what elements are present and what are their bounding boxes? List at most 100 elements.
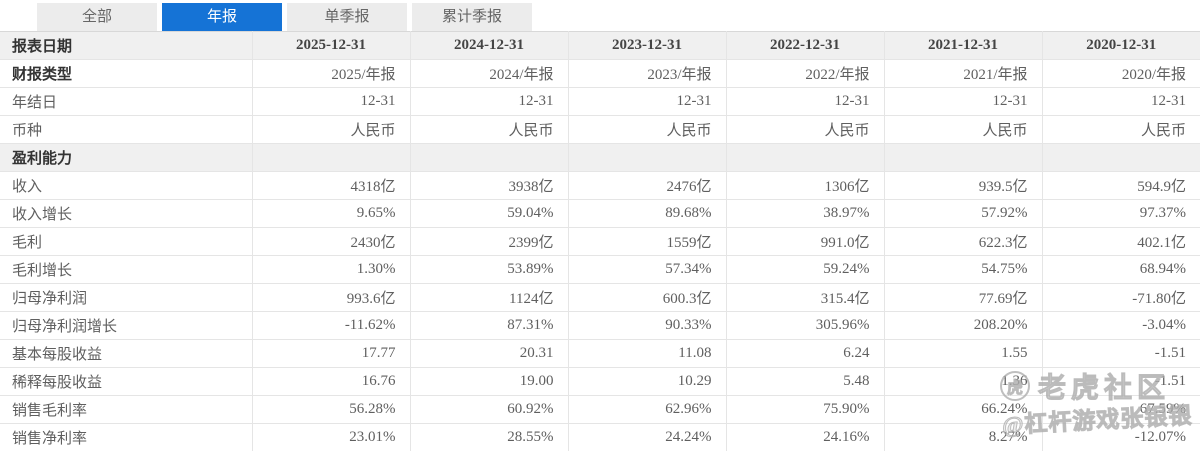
row-label: 收入 [0, 171, 252, 200]
cell-value: 89.68% [567, 199, 726, 228]
cell-value: 人民币 [1041, 115, 1200, 144]
tab-1[interactable]: 年报 [162, 3, 282, 31]
tab-3[interactable]: 累计季报 [412, 3, 532, 31]
cell-value: 28.55% [409, 423, 568, 451]
table-header-row: 报表日期 2025-12-31 2024-12-31 2023-12-31 2022-1… [0, 31, 1200, 60]
column-header: 2024-12-31 [409, 31, 568, 60]
cell-value: 12-31 [725, 87, 884, 116]
cell-value: 11.08 [567, 339, 726, 368]
cell-value [251, 143, 410, 172]
cell-value: 2025/年报 [251, 59, 410, 88]
cell-value: 53.89% [409, 255, 568, 284]
cell-value: -1.51 [1041, 367, 1200, 396]
cell-value: 24.16% [725, 423, 884, 451]
table-row: 年结日 12-31 12-31 12-31 12-31 12-31 12-31 [0, 87, 1200, 116]
cell-value: 208.20% [883, 311, 1042, 340]
row-label: 毛利 [0, 227, 252, 256]
cell-value [567, 143, 726, 172]
cell-value: 2476亿 [567, 171, 726, 200]
table-row: 销售毛利率 56.28% 60.92% 62.96% 75.90% 66.24% 67.59… [0, 395, 1200, 424]
cell-value: 4318亿 [251, 171, 410, 200]
cell-value: 1559亿 [567, 227, 726, 256]
cell-value: 12-31 [1041, 87, 1200, 116]
cell-value: 2024/年报 [409, 59, 568, 88]
cell-value: 2430亿 [251, 227, 410, 256]
cell-value: 19.00 [409, 367, 568, 396]
table-row: 毛利增长 1.30% 53.89% 57.34% 59.24% 54.75% 68.94% [0, 255, 1200, 284]
cell-value: 1306亿 [725, 171, 884, 200]
cell-value: 24.24% [567, 423, 726, 451]
cell-value: 305.96% [725, 311, 884, 340]
cell-value: 315.4亿 [725, 283, 884, 312]
cell-value: 2021/年报 [883, 59, 1042, 88]
column-header: 2021-12-31 [883, 31, 1042, 60]
cell-value: 人民币 [567, 115, 726, 144]
row-label: 报表日期 [0, 31, 252, 60]
cell-value: 23.01% [251, 423, 410, 451]
cell-value: 38.97% [725, 199, 884, 228]
cell-value: 75.90% [725, 395, 884, 424]
cell-value: 90.33% [567, 311, 726, 340]
cell-value: 10.29 [567, 367, 726, 396]
cell-value: 人民币 [251, 115, 410, 144]
cell-value: 59.24% [725, 255, 884, 284]
cell-value: 9.65% [251, 199, 410, 228]
cell-value: 622.3亿 [883, 227, 1042, 256]
cell-value [1041, 143, 1200, 172]
cell-value: 67.59% [1041, 395, 1200, 424]
row-label: 毛利增长 [0, 255, 252, 284]
tab-2[interactable]: 单季报 [287, 3, 407, 31]
table-row: 币种 人民币 人民币 人民币 人民币 人民币 人民币 [0, 115, 1200, 144]
cell-value: -12.07% [1041, 423, 1200, 451]
cell-value: 57.34% [567, 255, 726, 284]
row-label: 盈利能力 [0, 143, 252, 172]
cell-value: 993.6亿 [251, 283, 410, 312]
cell-value: 12-31 [883, 87, 1042, 116]
table-row: 毛利 2430亿 2399亿 1559亿 991.0亿 622.3亿 402.1亿 [0, 227, 1200, 256]
row-label: 收入增长 [0, 199, 252, 228]
report-period-tabbar: 全部 年报 单季报 累计季报 [0, 0, 1200, 31]
cell-value: 68.94% [1041, 255, 1200, 284]
cell-value: 77.69亿 [883, 283, 1042, 312]
column-header: 2025-12-31 [251, 31, 410, 60]
cell-value: 5.48 [725, 367, 884, 396]
row-label: 基本每股收益 [0, 339, 252, 368]
row-label: 归母净利润 [0, 283, 252, 312]
section-row: 盈利能力 [0, 143, 1200, 172]
cell-value: 66.24% [883, 395, 1042, 424]
financial-report-table: 报表日期 2025-12-31 2024-12-31 2023-12-31 2022-1… [0, 31, 1200, 451]
cell-value: 59.04% [409, 199, 568, 228]
cell-value: -71.80亿 [1041, 283, 1200, 312]
row-label: 归母净利润增长 [0, 311, 252, 340]
row-label: 年结日 [0, 87, 252, 116]
cell-value: 12-31 [567, 87, 726, 116]
cell-value [409, 143, 568, 172]
table-row: 稀释每股收益 16.76 19.00 10.29 5.48 1.36 -1.51 [0, 367, 1200, 396]
table-row: 收入增长 9.65% 59.04% 89.68% 38.97% 57.92% 97.37% [0, 199, 1200, 228]
cell-value: 2399亿 [409, 227, 568, 256]
cell-value: 2022/年报 [725, 59, 884, 88]
column-header: 2022-12-31 [725, 31, 884, 60]
column-header: 2020-12-31 [1041, 31, 1200, 60]
cell-value: 54.75% [883, 255, 1042, 284]
cell-value: 8.27% [883, 423, 1042, 451]
cell-value: 60.92% [409, 395, 568, 424]
cell-value: 57.92% [883, 199, 1042, 228]
table-row: 基本每股收益 17.77 20.31 11.08 6.24 1.55 -1.51 [0, 339, 1200, 368]
cell-value [725, 143, 884, 172]
cell-value: 402.1亿 [1041, 227, 1200, 256]
cell-value [883, 143, 1042, 172]
table-row: 销售净利率 23.01% 28.55% 24.24% 24.16% 8.27% -12.07… [0, 423, 1200, 451]
cell-value: 600.3亿 [567, 283, 726, 312]
cell-value: 2020/年报 [1041, 59, 1200, 88]
cell-value: 12-31 [409, 87, 568, 116]
cell-value: 16.76 [251, 367, 410, 396]
cell-value: -3.04% [1041, 311, 1200, 340]
row-label: 销售毛利率 [0, 395, 252, 424]
row-label: 销售净利率 [0, 423, 252, 451]
table-row: 归母净利润增长 -11.62% 87.31% 90.33% 305.96% 208.20%… [0, 311, 1200, 340]
cell-value: 人民币 [409, 115, 568, 144]
cell-value: 12-31 [251, 87, 410, 116]
tab-0[interactable]: 全部 [37, 3, 157, 31]
cell-value: 1.30% [251, 255, 410, 284]
